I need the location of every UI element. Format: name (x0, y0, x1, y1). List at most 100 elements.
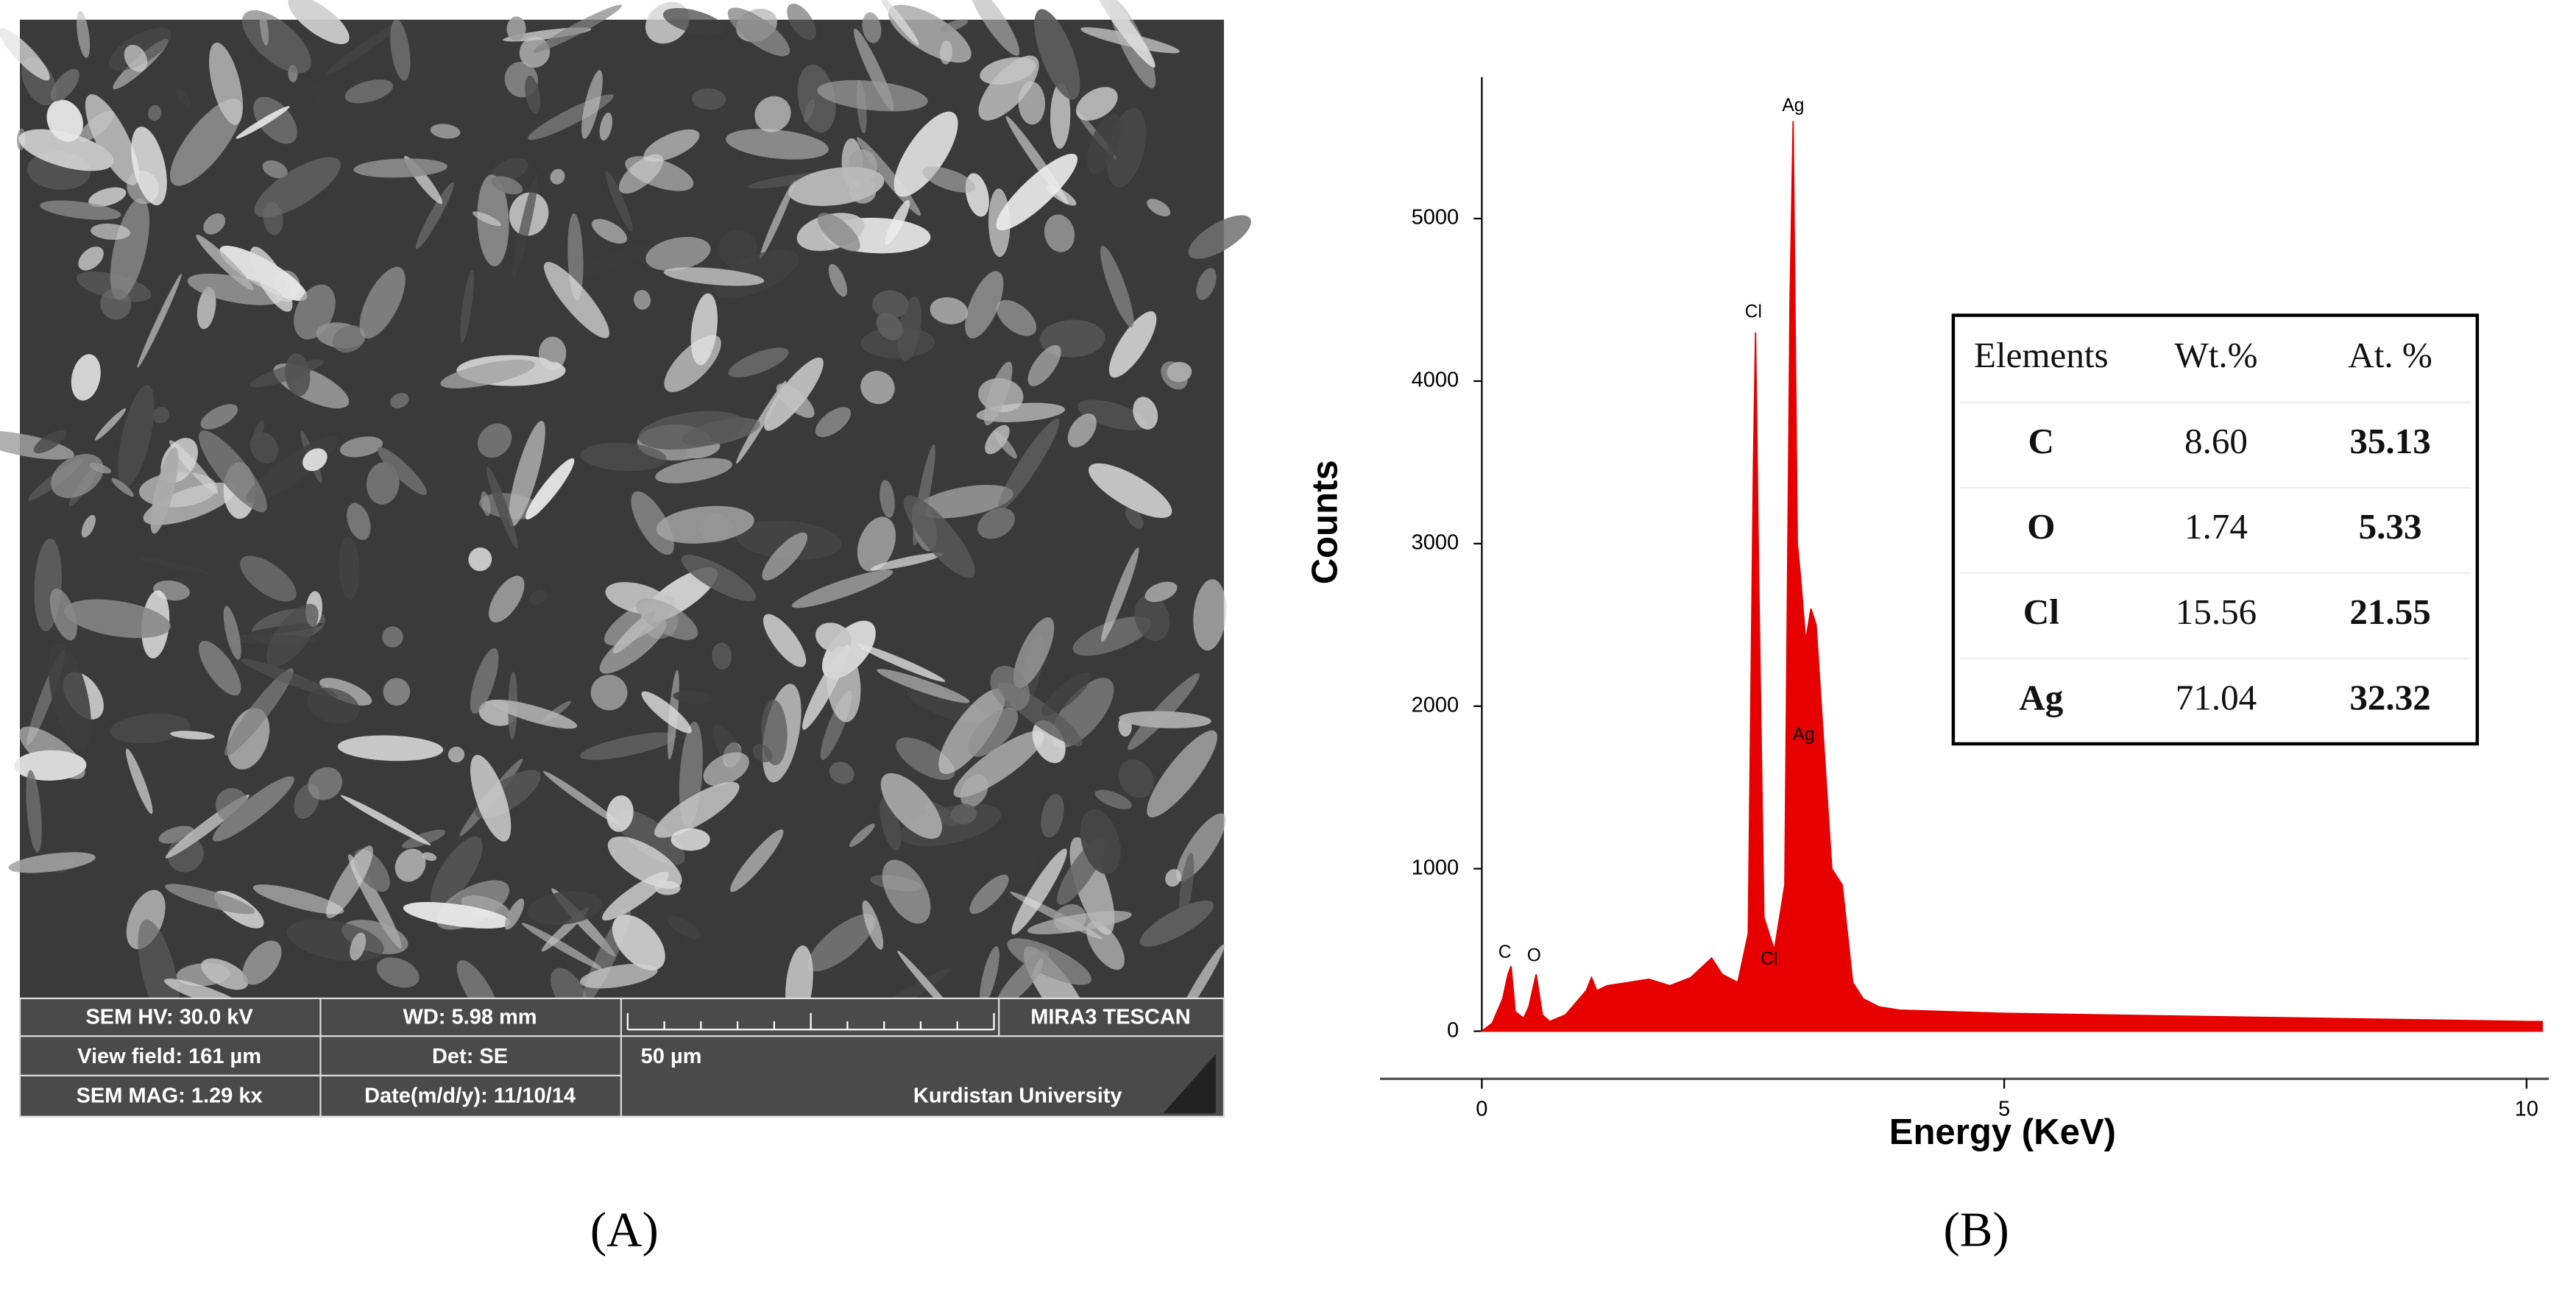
peak-label: Cl (1761, 949, 1777, 969)
particle (350, 932, 367, 961)
particle (110, 713, 191, 744)
particle (857, 644, 946, 682)
particle (599, 619, 667, 674)
info-text: Kurdistan University (913, 1084, 1122, 1108)
particle (612, 611, 656, 654)
particle (504, 898, 525, 930)
particle (788, 166, 885, 206)
particle (618, 154, 664, 194)
particle (605, 171, 633, 232)
particle (1134, 594, 1170, 642)
peak-label: Ag (1782, 96, 1804, 116)
particle (521, 923, 603, 970)
particle (990, 665, 1030, 711)
particle (543, 261, 609, 338)
particle (645, 236, 711, 271)
particle (491, 176, 523, 195)
particle (968, 708, 1019, 757)
peak-label: Ag (1793, 725, 1815, 745)
table-cell: 21.55 (2349, 592, 2430, 632)
particle (922, 166, 976, 193)
particle (415, 182, 454, 249)
particle (40, 200, 121, 220)
table-cell: 5.33 (2359, 506, 2422, 547)
particle (681, 555, 757, 602)
particle (791, 569, 894, 608)
particle (376, 957, 420, 988)
particle (319, 678, 372, 706)
particle (241, 658, 338, 697)
particle (916, 485, 1013, 519)
particle (470, 647, 499, 714)
particle (468, 547, 492, 572)
particle (337, 735, 444, 761)
particle (1015, 856, 1038, 885)
table-cell: Cl (2023, 592, 2059, 632)
particle (366, 462, 400, 505)
particle (718, 230, 757, 268)
particle (1007, 938, 1091, 985)
particle (71, 354, 101, 401)
particle (33, 430, 66, 454)
particle (978, 55, 1039, 121)
particle (815, 622, 852, 653)
particle (187, 273, 283, 305)
particle (712, 249, 799, 299)
table-cell: At. % (2348, 335, 2432, 375)
particle (703, 752, 749, 786)
particle (430, 124, 461, 139)
particle (654, 781, 740, 838)
particle (670, 828, 710, 851)
particle (394, 848, 426, 882)
particle (1050, 82, 1071, 149)
spectrum (1479, 121, 2543, 1032)
particle (1188, 215, 1251, 259)
y-tick-label: 2000 (1412, 693, 1459, 717)
particle (860, 327, 935, 358)
particle (1139, 901, 1214, 947)
particle (876, 312, 903, 341)
x-tick-label: 5 (1998, 1097, 2010, 1121)
particle (787, 3, 816, 40)
particle (359, 266, 406, 339)
y-tick-label: 1000 (1412, 856, 1459, 879)
particle (1013, 617, 1055, 689)
table-cell: Ag (2019, 677, 2063, 717)
particle (826, 646, 861, 722)
particle (599, 113, 613, 141)
particle (592, 219, 628, 244)
particle (712, 642, 732, 670)
x-tick-label: 0 (1476, 1097, 1487, 1121)
particle (996, 299, 1037, 336)
particle (200, 404, 238, 430)
particle (447, 746, 465, 763)
particle (1027, 911, 1132, 934)
particle (477, 423, 512, 458)
particle (877, 669, 970, 703)
particle (1196, 268, 1217, 300)
particle (997, 418, 1060, 511)
particle (307, 687, 360, 724)
caption: (A) (590, 1203, 659, 1257)
particle (572, 244, 651, 277)
particle (1118, 759, 1154, 798)
particle (930, 296, 969, 324)
particle (817, 213, 860, 252)
particle (1100, 246, 1134, 327)
particle (817, 79, 928, 112)
particle (878, 0, 919, 46)
particle (18, 129, 114, 171)
particle (344, 79, 394, 104)
particle (170, 731, 215, 740)
info-text: SEM MAG: 1.29 kx (77, 1084, 263, 1108)
particle (1133, 397, 1158, 430)
particle (285, 353, 311, 397)
particle (862, 12, 882, 43)
particle (894, 111, 958, 197)
particle (209, 42, 244, 125)
particle (110, 198, 150, 300)
particle (763, 614, 807, 667)
particle (938, 688, 1005, 775)
particle (1108, 311, 1157, 378)
particle (1086, 921, 1125, 970)
